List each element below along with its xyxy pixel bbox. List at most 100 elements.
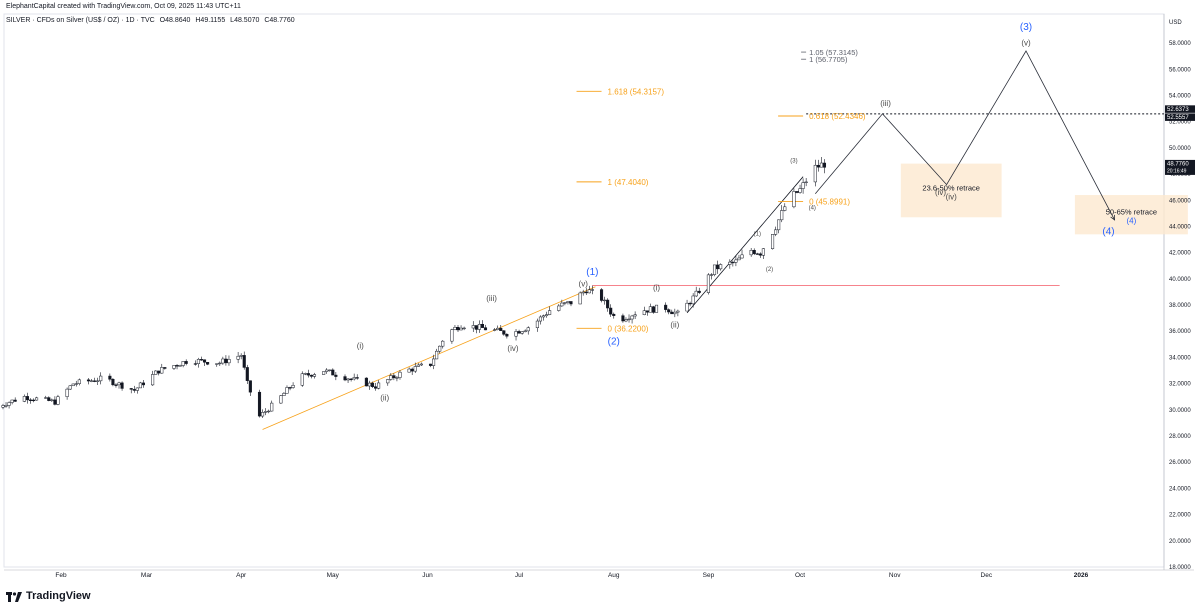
symbol-legend: SILVER · CFDs on Silver (US$ / OZ) · 1D … [6,17,298,24]
candle-body [606,299,610,309]
wave-label[interactable]: (ii) [670,320,679,329]
candle-body [813,164,817,183]
projection-path[interactable] [814,50,1115,221]
wave-label[interactable]: (4) [809,205,816,211]
candle-body [56,396,60,405]
wave-label[interactable]: (i) [357,341,364,350]
candle-body [502,330,506,335]
candle-body [477,324,481,330]
candle-body [664,304,668,310]
candle-body [459,327,463,331]
time-tick-label: Dec [981,572,993,579]
candle-body [4,405,8,407]
candle-body [752,250,756,254]
candle-body [117,382,121,386]
price-tick-label: 40.0000 [1169,277,1191,283]
candle-body [199,359,204,361]
candle-body [673,311,677,315]
candle-body [599,289,604,301]
candle-body [367,382,371,387]
wave-label[interactable]: (iv) [507,344,518,353]
wave-label[interactable]: (ii) [380,394,389,403]
wave-label[interactable]: (4) [1102,226,1114,237]
candle-body [694,290,698,297]
candle-body [377,382,381,389]
trend-line[interactable] [686,176,804,314]
candle-body [257,391,262,417]
candle-body [435,350,439,360]
wave-label[interactable]: (iii) [880,99,891,108]
candle-body [53,399,57,405]
retrace-zone-wave: (iv) [946,192,957,201]
candle-body [74,383,78,385]
wave-label[interactable]: (1) [754,232,761,238]
candle-body [13,399,17,402]
wave-label[interactable]: (i) [653,284,660,293]
symbol-name[interactable]: SILVER · CFDs on Silver (US$ / OZ) · 1D … [6,17,155,24]
candle-body [364,377,368,387]
candle-body [395,377,399,379]
candle-body [667,309,671,313]
candle-body [505,334,509,337]
trend-line[interactable] [262,286,596,430]
candle-body [178,365,182,367]
wave-label[interactable]: (2) [608,336,620,347]
price-tick-label: 30.0000 [1169,408,1191,414]
price-tick-label: 56.0000 [1169,67,1191,73]
candle-body [758,253,762,256]
candle-body [777,219,781,231]
price-tick-label: 34.0000 [1169,355,1191,361]
candle-body [819,162,823,168]
candle-body [407,368,411,373]
time-tick-label: Jul [515,572,524,579]
time-axis[interactable]: Feb Mar Apr May Jun Jul Aug Sep Oct Nov Dec 2026 [55,572,1088,579]
wave-label[interactable]: (v) [579,280,589,289]
candle-body [35,397,39,401]
candle-body [285,387,289,394]
candle-body [349,378,353,381]
wave-label[interactable]: (iv) [935,188,946,197]
tradingview-logo-icon [6,591,22,602]
candle-body [355,377,359,379]
candle-body [352,377,356,380]
candle-body [716,264,720,270]
candle-body [804,181,808,183]
candle-body [795,191,799,193]
candle-body [334,374,338,377]
fib-level-label: 1 (47.4040) [608,178,649,187]
retrace-zone-label: 23.6-50% retrace [922,183,980,192]
candle-body [89,380,94,382]
candle-body [755,253,759,255]
candle-body [523,330,527,333]
time-tick-label: Aug [608,572,620,579]
price-tick-label: 52.0000 [1169,120,1191,126]
candle-body [560,302,564,307]
candle-body [419,363,423,366]
candle-body [10,399,14,403]
candle-body [154,370,158,375]
open-value: O48.8640 [159,17,191,24]
candle-body [163,367,167,369]
candle-body [25,396,29,401]
candle-body [514,331,518,337]
wave-label[interactable]: (iii) [486,294,497,303]
time-tick-label: Sep [703,572,715,579]
price-tick-label: 44.0000 [1169,224,1191,230]
retrace-zone-box[interactable] [900,163,1002,218]
retrace-zone-box[interactable] [1074,195,1188,235]
candle-body [728,261,732,265]
wave-label[interactable]: (3) [790,158,797,164]
wave-label[interactable]: (3) [1020,22,1032,33]
candle-body [651,306,656,313]
time-tick-label: Apr [236,572,247,579]
wave-label[interactable]: (2) [766,267,773,273]
candle-body [389,375,393,380]
candle-body [108,375,112,380]
wave-label[interactable]: (v) [1021,39,1031,48]
wave-label[interactable]: (1) [586,267,598,278]
candle-body [300,373,304,386]
tradingview-logo[interactable]: TradingView [6,590,91,602]
candle-body [584,291,588,294]
price-axis[interactable]: USD 58.0000 56.0000 54.0000 52.0000 50.0000 4… [1165,20,1195,571]
